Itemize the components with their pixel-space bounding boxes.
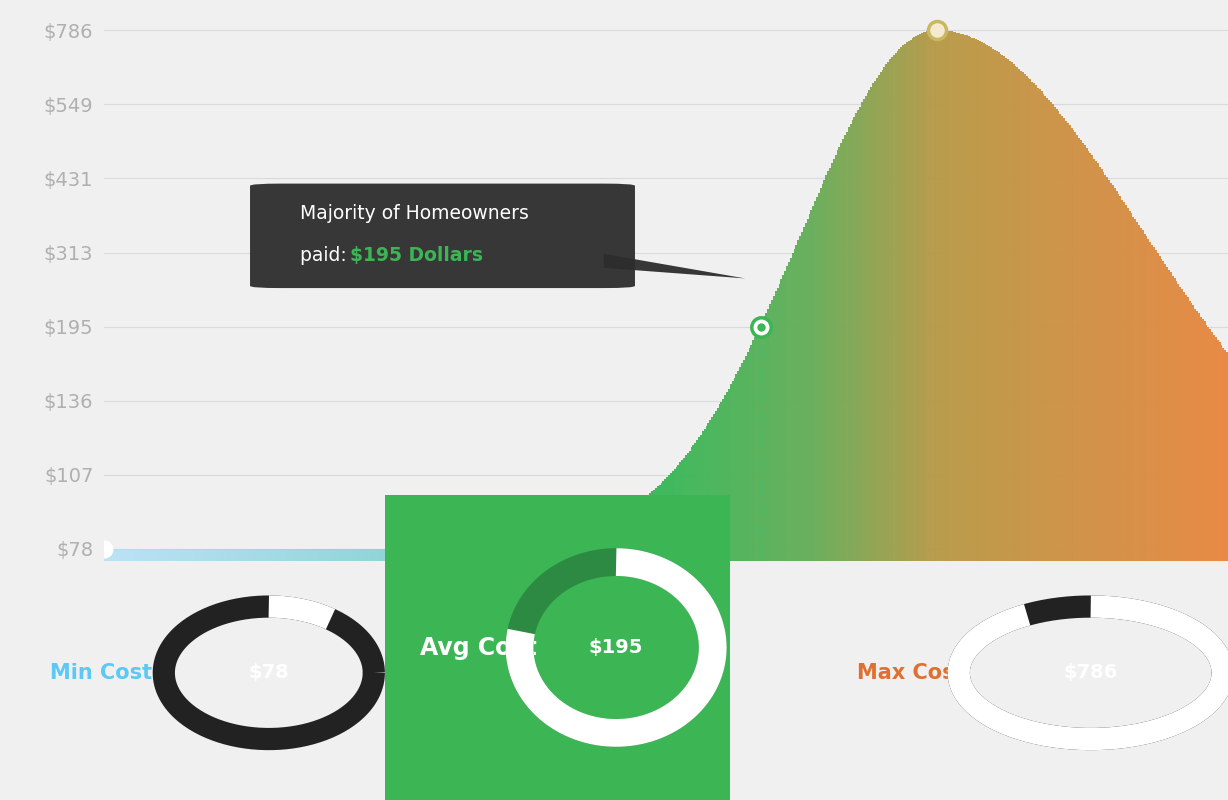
Text: Avg Cost: Avg Cost <box>420 635 537 659</box>
Text: $195 Dollars: $195 Dollars <box>350 246 483 266</box>
Text: $195: $195 <box>589 638 643 657</box>
Text: Max Cost: Max Cost <box>857 662 965 682</box>
Polygon shape <box>604 254 745 278</box>
Text: $786: $786 <box>1063 663 1117 682</box>
Text: paid:: paid: <box>300 246 352 266</box>
Text: Min Cost: Min Cost <box>50 662 152 682</box>
Text: $78: $78 <box>248 663 289 682</box>
Text: Majority of Homeowners: Majority of Homeowners <box>300 204 529 223</box>
FancyBboxPatch shape <box>371 482 744 800</box>
FancyBboxPatch shape <box>251 184 635 288</box>
